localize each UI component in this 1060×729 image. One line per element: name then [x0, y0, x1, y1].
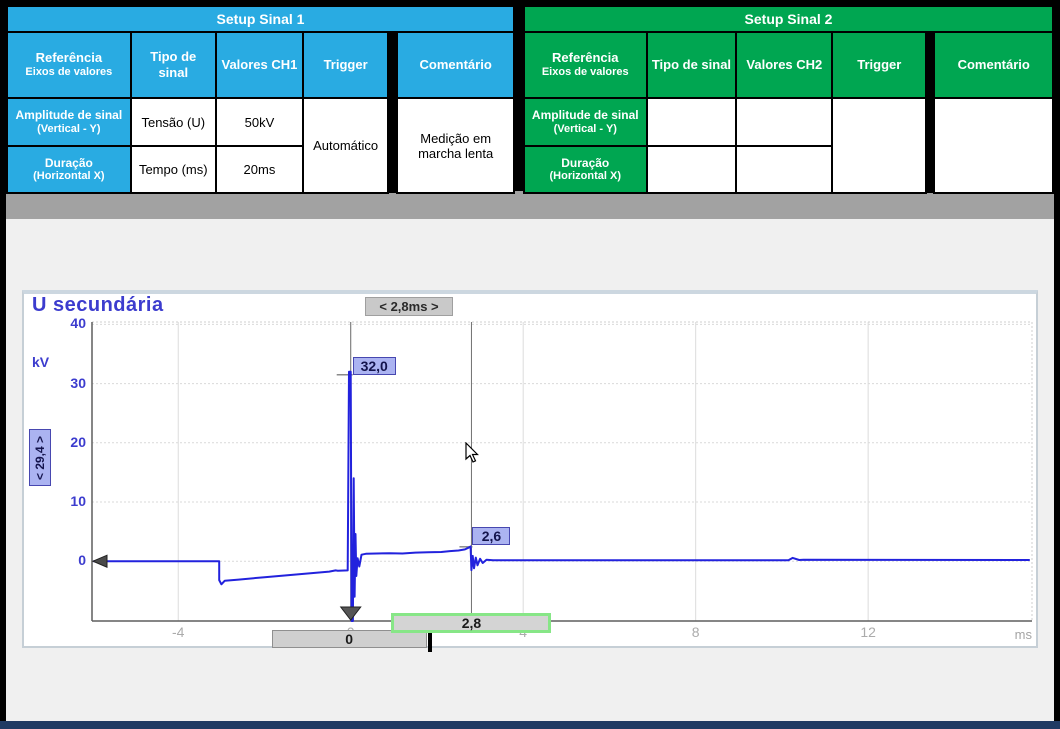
- setup2-amplitude-sub: (Vertical - Y): [553, 122, 617, 135]
- x-axis-unit-label: ms: [1014, 627, 1032, 642]
- setup1-col-trigger: Trigger: [302, 31, 390, 99]
- x-tick-label: 12: [860, 624, 876, 640]
- setup1-col-valores: Valores CH1: [214, 31, 305, 99]
- setup2-amplitude-tipo-cell: [645, 97, 738, 147]
- setup2-comentario-cell: [933, 97, 1054, 194]
- setup-sinal-2-table: Setup Sinal 2 Referência Eixos de valore…: [523, 5, 1054, 194]
- setup1-column-divider: [388, 32, 398, 193]
- window-frame-right: [1054, 0, 1060, 722]
- y-tick-label: 20: [70, 433, 86, 450]
- oscilloscope-panel: U secundária < 2,8ms > kV ms 40 30 20 10 0 -4…: [22, 290, 1038, 652]
- y-tick-label: 0: [78, 552, 86, 569]
- plot-area: U secundária < 2,8ms > kV ms 40 30 20 10 0 -4…: [24, 294, 1036, 652]
- setup1-col-referencia-sub: Eixos de valores: [25, 66, 113, 79]
- setup1-amplitude-valor-cell: 50kV: [214, 97, 305, 147]
- setup2-col-valores: Valores CH2: [735, 31, 834, 99]
- setup2-col-referencia-sub: Eixos de valores: [541, 66, 629, 79]
- setup2-duracao-text: Duração: [561, 155, 610, 170]
- setup1-row-duracao-label: Duração (Horizontal X): [6, 145, 132, 194]
- setup2-duracao-valor-cell: [735, 145, 834, 194]
- setup2-col-tipo: Tipo de sinal: [645, 31, 738, 99]
- setup2-amplitude-valor-cell: [735, 97, 834, 147]
- setup1-col-referencia: Referência Eixos de valores: [6, 31, 132, 99]
- y-tick-label: 40: [70, 315, 86, 332]
- setup2-column-divider: [926, 32, 935, 193]
- vertical-reference-text: < 29,4 >: [33, 435, 47, 480]
- x-tick-label: -4: [172, 624, 185, 640]
- setup1-comentario-cell: Medição em marcha lenta: [396, 97, 515, 194]
- setup2-col-comentario: Comentário: [933, 31, 1054, 99]
- mouse-pointer-icon: [465, 442, 479, 463]
- y-axis-unit-label: kV: [32, 354, 50, 370]
- setup1-col-tipo: Tipo de sinal: [129, 31, 217, 99]
- setup1-duracao-sub: (Horizontal X): [33, 170, 105, 183]
- setup1-trigger-cell: Automático: [302, 97, 390, 194]
- setup1-amplitude-sub: (Vertical - Y): [37, 122, 101, 135]
- setup2-row-duracao-label: Duração (Horizontal X): [523, 145, 648, 194]
- setup1-title: Setup Sinal 1: [6, 5, 515, 33]
- setup2-title: Setup Sinal 2: [523, 5, 1054, 33]
- setup2-col-referencia-label: Referência: [552, 50, 619, 65]
- chart-title: U secundária: [32, 294, 164, 316]
- x-tick-label: 8: [691, 624, 700, 640]
- window-frame-bottom: [0, 721, 1060, 729]
- vertical-reference-label[interactable]: < 29,4 >: [29, 429, 51, 486]
- cursor2-position-box[interactable]: 2,8: [391, 613, 552, 633]
- setup1-col-comentario: Comentário: [396, 31, 515, 99]
- setup2-duracao-tipo-cell: [645, 145, 738, 194]
- peak-value-label[interactable]: 32,0: [352, 356, 396, 375]
- y-tick-label: 30: [70, 374, 86, 391]
- setup1-amplitude-tipo-cell: Tensão (U): [129, 97, 217, 147]
- setup1-amplitude-text: Amplitude de sinal: [15, 108, 123, 123]
- cursor1-position-box[interactable]: 0: [271, 630, 427, 648]
- window-frame-left: [0, 0, 6, 722]
- y-tick-label: 10: [70, 492, 86, 509]
- setup2-col-referencia: Referência Eixos de valores: [523, 31, 648, 99]
- cursor1-position-endbar[interactable]: [427, 630, 432, 652]
- setup2-duracao-sub: (Horizontal X): [549, 170, 622, 183]
- separator-bar: [6, 191, 1054, 219]
- setup2-trigger-cell: [831, 97, 928, 194]
- setup2-col-trigger: Trigger: [831, 31, 928, 99]
- setup1-duracao-text: Duração: [44, 155, 93, 170]
- setup1-row-amplitude-label: Amplitude de sinal (Vertical - Y): [6, 97, 132, 147]
- setup2-row-amplitude-label: Amplitude de sinal (Vertical - Y): [523, 97, 648, 147]
- burn-value-label[interactable]: 2,6: [472, 526, 511, 545]
- waveform-plot: [91, 321, 1033, 622]
- setup-sinal-1-table: Setup Sinal 1 Referência Eixos de valore…: [6, 5, 515, 194]
- setup1-duracao-tipo-cell: Tempo (ms): [129, 145, 217, 194]
- timebase-button[interactable]: < 2,8ms >: [365, 297, 453, 316]
- setup2-amplitude-text: Amplitude de sinal: [531, 108, 639, 123]
- setup1-col-referencia-label: Referência: [35, 50, 103, 65]
- setup1-duracao-valor-cell: 20ms: [214, 145, 305, 194]
